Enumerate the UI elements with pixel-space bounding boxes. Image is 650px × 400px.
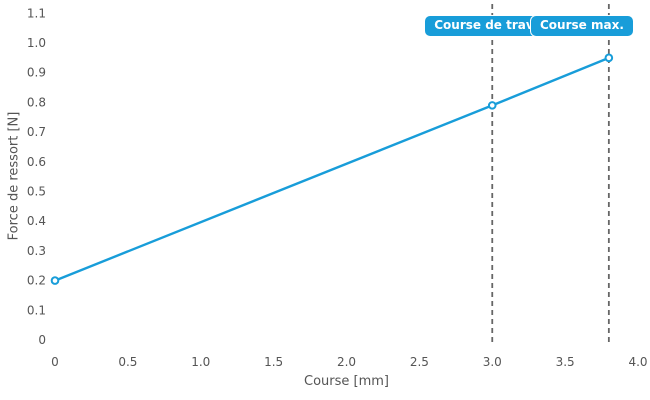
y-tick-label: 0.7 (27, 125, 46, 139)
x-tick-label: 3.5 (556, 355, 575, 369)
y-tick-label: 1.1 (27, 6, 46, 20)
y-tick-label: 0.9 (27, 66, 46, 80)
x-tick-label: 0.5 (118, 355, 137, 369)
x-tick-label: 1.5 (264, 355, 283, 369)
y-tick-label: 0.1 (27, 303, 46, 317)
data-point-marker (604, 53, 614, 63)
y-axis-title: Force de ressort [N] (6, 111, 22, 241)
data-point-marker (487, 101, 497, 110)
annotation-badge-course-max: Course max. (530, 15, 634, 37)
x-tick-label: 2.0 (337, 355, 356, 369)
data-point-marker (50, 276, 60, 285)
x-tick-label: 3.0 (483, 355, 502, 369)
y-tick-label: 0.3 (27, 244, 46, 258)
series-line (53, 56, 611, 282)
y-tick-label: 1.0 (27, 36, 46, 50)
x-tick-label: 4.0 (628, 355, 647, 369)
x-tick-label: 2.5 (410, 355, 429, 369)
x-tick-label: 1.0 (191, 355, 210, 369)
y-tick-label: 0 (38, 333, 46, 347)
y-tick-label: 0.4 (27, 214, 46, 228)
y-tick-label: 0.2 (27, 274, 46, 288)
x-axis-title: Course [mm] (304, 374, 389, 389)
annotation-badge-course-de-travail: Course de travail (424, 15, 561, 37)
y-tick-label: 0.6 (27, 155, 46, 169)
y-tick-label: 0.5 (27, 185, 46, 199)
y-tick-label: 0.8 (27, 95, 46, 109)
x-tick-label: 0 (51, 355, 59, 369)
